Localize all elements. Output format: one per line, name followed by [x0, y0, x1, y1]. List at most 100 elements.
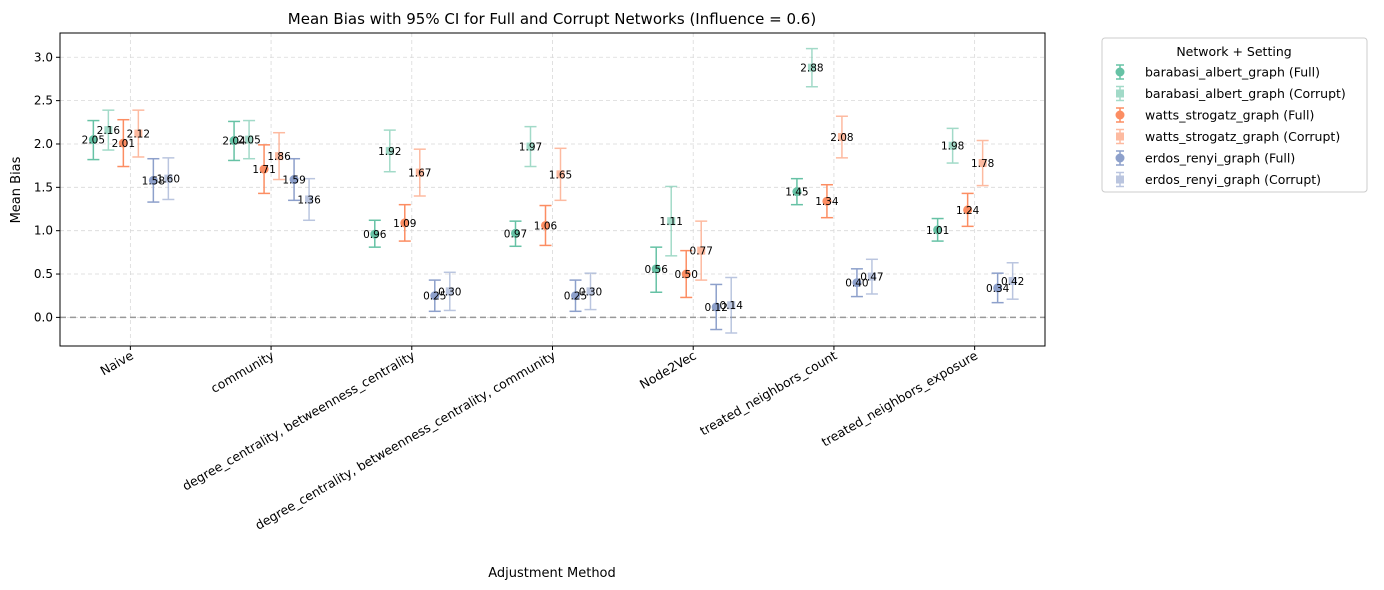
data-label: 1.78: [971, 158, 994, 170]
legend-marker: [1116, 171, 1124, 188]
data-label: 0.14: [720, 300, 744, 312]
legend-marker: [1115, 107, 1125, 123]
legend-entry: erdos_renyi_graph (Full): [1115, 150, 1295, 166]
data-point: [385, 146, 394, 155]
data-point: [711, 302, 721, 312]
data-label: 0.25: [423, 291, 446, 303]
data-point: [681, 269, 691, 279]
data-label: 0.42: [1001, 276, 1024, 288]
data-label: 0.30: [438, 286, 461, 298]
legend-symbol: [1116, 175, 1124, 184]
data-label: 0.96: [363, 229, 387, 241]
legend-entry: watts_strogatz_graph (Corrupt): [1116, 128, 1340, 145]
data-label: 1.09: [393, 218, 416, 230]
data-label: 1.67: [408, 168, 431, 180]
data-point: [586, 287, 595, 296]
data-label: 0.56: [645, 264, 669, 276]
legend-items: barabasi_albert_graph (Full) barabasi_alb…: [1115, 64, 1346, 188]
data-label: 1.45: [785, 187, 808, 199]
data-label: 2.05: [237, 135, 260, 147]
data-label: 1.98: [941, 141, 964, 153]
legend-symbol: [1116, 89, 1124, 98]
data-label: 2.05: [82, 135, 105, 147]
grid-layer: [60, 33, 1045, 346]
legend: Network + Setting barabasi_albert_graph …: [1101, 37, 1368, 193]
data-point: [978, 159, 987, 168]
data-label: 0.12: [705, 302, 728, 314]
legend-entry: barabasi_albert_graph (Corrupt): [1116, 85, 1346, 102]
y-tick-label: 0.5: [34, 267, 53, 281]
data-point: [259, 164, 269, 174]
y-tick-label: 3.0: [34, 50, 53, 64]
data-point: [415, 168, 424, 177]
series-group: [102, 47, 959, 257]
data-label: 1.58: [142, 175, 165, 187]
data-label: 1.86: [267, 151, 291, 163]
legend-label: barabasi_albert_graph (Corrupt): [1145, 86, 1346, 101]
series-group: [162, 157, 1019, 334]
legend-symbol: [1115, 67, 1125, 77]
x-axis-label: Adjustment Method: [488, 566, 616, 581]
data-point: [651, 264, 661, 274]
data-label: 1.36: [297, 194, 321, 206]
data-label: 1.60: [157, 174, 180, 186]
data-point: [948, 141, 957, 150]
data-point: [837, 133, 846, 142]
data-point: [556, 170, 565, 179]
chart-title: Mean Bias with 95% CI for Full and Corru…: [288, 10, 816, 28]
data-point: [933, 225, 943, 235]
data-point: [526, 142, 535, 151]
data-label: 0.47: [860, 272, 883, 284]
data-label: 1.01: [926, 225, 949, 237]
legend-marker: [1115, 150, 1125, 166]
legend-label: barabasi_albert_graph (Full): [1145, 65, 1320, 80]
data-label: 1.06: [534, 220, 558, 232]
data-point: [229, 136, 239, 146]
data-point: [104, 126, 113, 135]
series-group: [117, 118, 974, 299]
data-label: 2.01: [112, 138, 135, 150]
data-label: 0.77: [690, 246, 713, 258]
legend-label: erdos_renyi_graph (Corrupt): [1145, 172, 1321, 187]
data-label: 2.04: [222, 136, 246, 148]
data-point: [667, 217, 676, 226]
data-point: [993, 283, 1003, 293]
data-point: [245, 135, 254, 144]
data-label: 2.16: [97, 125, 121, 137]
data-point: [400, 218, 410, 228]
data-label: 1.71: [252, 164, 275, 176]
data-label: 2.12: [127, 129, 150, 141]
data-point: [1008, 276, 1017, 285]
data-point: [571, 291, 580, 301]
series-group: [147, 157, 1004, 331]
data-point: [697, 246, 706, 255]
data-layer: 2.05 2.040.96 0.970.561.451.012.162.051.92…: [60, 47, 1045, 334]
data-label: 1.11: [660, 216, 683, 228]
legend-marker: [1115, 64, 1125, 80]
y-tick-label: 1.0: [34, 224, 53, 238]
data-label: 1.59: [282, 175, 305, 187]
data-label: 0.40: [845, 278, 868, 290]
series-group: [132, 109, 989, 281]
data-label: 2.08: [830, 132, 853, 144]
data-point: [727, 301, 736, 310]
legend-symbol: [1115, 153, 1125, 163]
data-point: [963, 205, 973, 215]
data-point: [118, 138, 128, 148]
y-tick-label: 0.0: [34, 310, 53, 324]
data-point: [541, 220, 550, 230]
data-label: 0.30: [579, 286, 602, 298]
data-label: 1.34: [815, 196, 839, 208]
data-point: [370, 229, 380, 239]
data-point: [289, 175, 299, 185]
legend-label: erdos_renyi_graph (Full): [1145, 151, 1295, 166]
data-point: [148, 175, 158, 185]
data-point: [792, 187, 802, 197]
data-point: [852, 278, 862, 288]
series-group: [87, 119, 944, 293]
data-label: 1.97: [519, 142, 542, 154]
y-axis: 0.0 0.5 1.0 1.5 2.0 2.5 3.0: [34, 50, 60, 324]
data-label: 0.97: [504, 228, 527, 240]
legend-entry: erdos_renyi_graph (Corrupt): [1116, 171, 1321, 188]
